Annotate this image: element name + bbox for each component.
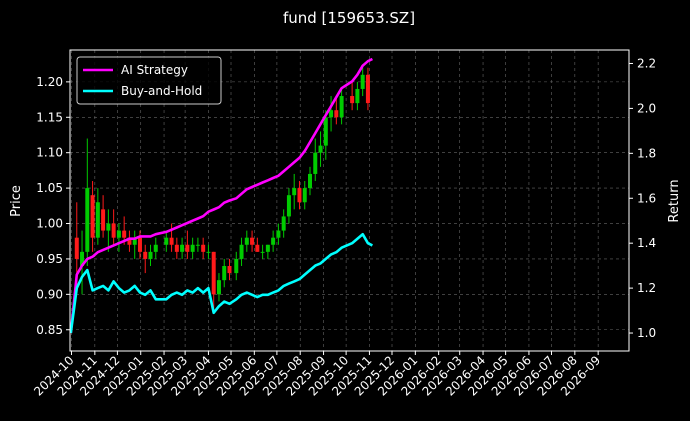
candle-body <box>164 237 169 245</box>
candle-body <box>222 266 227 281</box>
candle-body <box>185 244 190 252</box>
right-y-axis: 1.0 1.2 1.4 1.6 1.8 2.0 2.2 <box>629 56 656 340</box>
candle-body <box>148 251 153 259</box>
candle-body <box>85 188 90 252</box>
candle-body <box>302 188 307 203</box>
candle-body <box>350 96 355 104</box>
y-tick-label-left: 1.20 <box>36 75 63 89</box>
candle-body <box>244 237 249 245</box>
candle-body <box>90 195 95 238</box>
candle-body <box>101 209 106 231</box>
candle-body <box>323 117 328 146</box>
candle-body <box>190 244 195 252</box>
plot-frame <box>69 49 630 352</box>
candle-body <box>360 74 365 89</box>
candle-body <box>292 188 297 196</box>
y-tick-label-left: 1.05 <box>36 181 63 195</box>
candle-body <box>271 237 276 245</box>
legend-label: Buy-and-Hold <box>121 84 202 98</box>
candlestick-series <box>74 67 370 309</box>
candle-body <box>339 96 344 118</box>
chart-title: fund [159653.SZ] <box>283 9 415 27</box>
candle-body <box>355 88 360 104</box>
y-tick-label-right: 2.0 <box>637 101 656 115</box>
candle-body <box>250 237 255 245</box>
y-axis-label-left: Price <box>9 185 24 217</box>
candle-body <box>255 244 260 252</box>
candle-body <box>95 202 100 238</box>
candle-body <box>276 230 281 238</box>
candle-body <box>216 280 221 295</box>
y-tick-label-left: 0.85 <box>36 323 63 337</box>
y-axis-label-right: Return <box>667 179 682 222</box>
y-tick-label-right: 1.2 <box>637 281 656 295</box>
y-tick-label-left: 0.95 <box>36 252 63 266</box>
candle-body <box>334 110 339 118</box>
candle-body <box>74 237 79 259</box>
candle-body <box>80 251 85 267</box>
candle-body <box>211 251 216 295</box>
candle-body <box>137 237 142 252</box>
legend-label: AI Strategy <box>121 63 188 77</box>
y-tick-label-right: 1.4 <box>637 236 656 250</box>
candle-body <box>143 251 148 259</box>
candle-body <box>313 152 318 174</box>
candle-body <box>195 244 200 246</box>
candle-body <box>308 173 313 189</box>
candle-body <box>297 188 302 203</box>
candle-body <box>201 244 206 252</box>
y-tick-label-right: 2.2 <box>637 56 656 70</box>
candle-body <box>132 237 137 245</box>
candle-body <box>206 251 211 253</box>
candle-body <box>180 244 185 252</box>
candle-body <box>153 244 158 252</box>
candle-body <box>239 244 244 259</box>
candle-body <box>265 244 270 252</box>
candle-body <box>260 251 265 253</box>
y-tick-label-left: 1.00 <box>36 217 63 231</box>
candle-body <box>365 74 370 104</box>
y-tick-label-left: 1.10 <box>36 146 63 160</box>
candle-body <box>329 110 334 118</box>
candle-body <box>127 237 132 245</box>
y-tick-label-right: 1.6 <box>637 191 656 205</box>
y-tick-label-right: 1.8 <box>637 146 656 160</box>
candle-body <box>234 258 239 274</box>
line-series <box>69 57 373 334</box>
candle-body <box>122 230 127 238</box>
candle-body <box>169 237 174 245</box>
legend: AI Strategy Buy-and-Hold <box>76 56 222 105</box>
candle-body <box>174 244 179 252</box>
candle-body <box>106 223 111 231</box>
y-tick-label-right: 1.0 <box>637 326 656 340</box>
candle-body <box>281 216 286 231</box>
candle-body <box>111 223 116 238</box>
y-tick-label-left: 1.15 <box>36 110 63 124</box>
series-line-buy-and-hold <box>69 232 373 334</box>
left-y-axis: 0.85 0.90 0.95 1.00 1.05 1.10 1.15 1.20 <box>36 75 70 337</box>
candle-body <box>227 266 232 274</box>
y-tick-label-left: 0.90 <box>36 287 63 301</box>
candle-body <box>286 195 291 217</box>
candle-body <box>116 230 121 238</box>
candle-body <box>318 145 323 153</box>
series-line-ai-strategy <box>69 57 373 334</box>
